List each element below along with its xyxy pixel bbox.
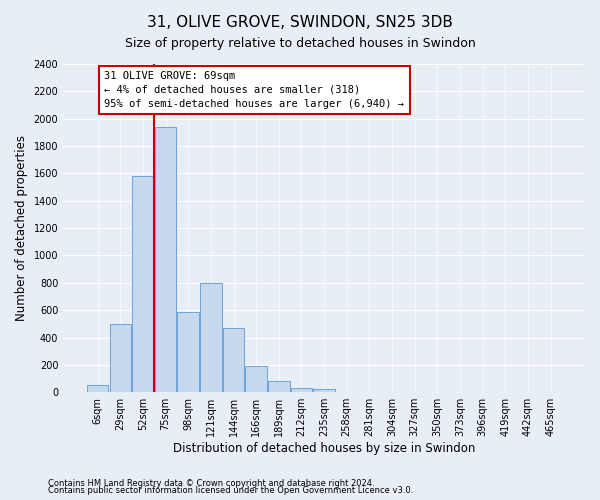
Bar	[290, 388, 312, 392]
Text: Size of property relative to detached houses in Swindon: Size of property relative to detached ho…	[125, 38, 475, 51]
Bar	[245, 366, 267, 392]
Bar	[223, 328, 244, 392]
Bar	[87, 386, 109, 392]
X-axis label: Distribution of detached houses by size in Swindon: Distribution of detached houses by size …	[173, 442, 475, 455]
Bar	[132, 176, 154, 392]
Bar	[200, 283, 221, 392]
Text: 31 OLIVE GROVE: 69sqm
← 4% of detached houses are smaller (318)
95% of semi-deta: 31 OLIVE GROVE: 69sqm ← 4% of detached h…	[104, 71, 404, 109]
Text: Contains public sector information licensed under the Open Government Licence v3: Contains public sector information licen…	[48, 486, 413, 495]
Bar	[268, 380, 290, 392]
Text: 31, OLIVE GROVE, SWINDON, SN25 3DB: 31, OLIVE GROVE, SWINDON, SN25 3DB	[147, 15, 453, 30]
Bar	[178, 312, 199, 392]
Bar	[313, 390, 335, 392]
Bar	[155, 127, 176, 392]
Y-axis label: Number of detached properties: Number of detached properties	[15, 135, 28, 321]
Text: Contains HM Land Registry data © Crown copyright and database right 2024.: Contains HM Land Registry data © Crown c…	[48, 478, 374, 488]
Bar	[110, 324, 131, 392]
